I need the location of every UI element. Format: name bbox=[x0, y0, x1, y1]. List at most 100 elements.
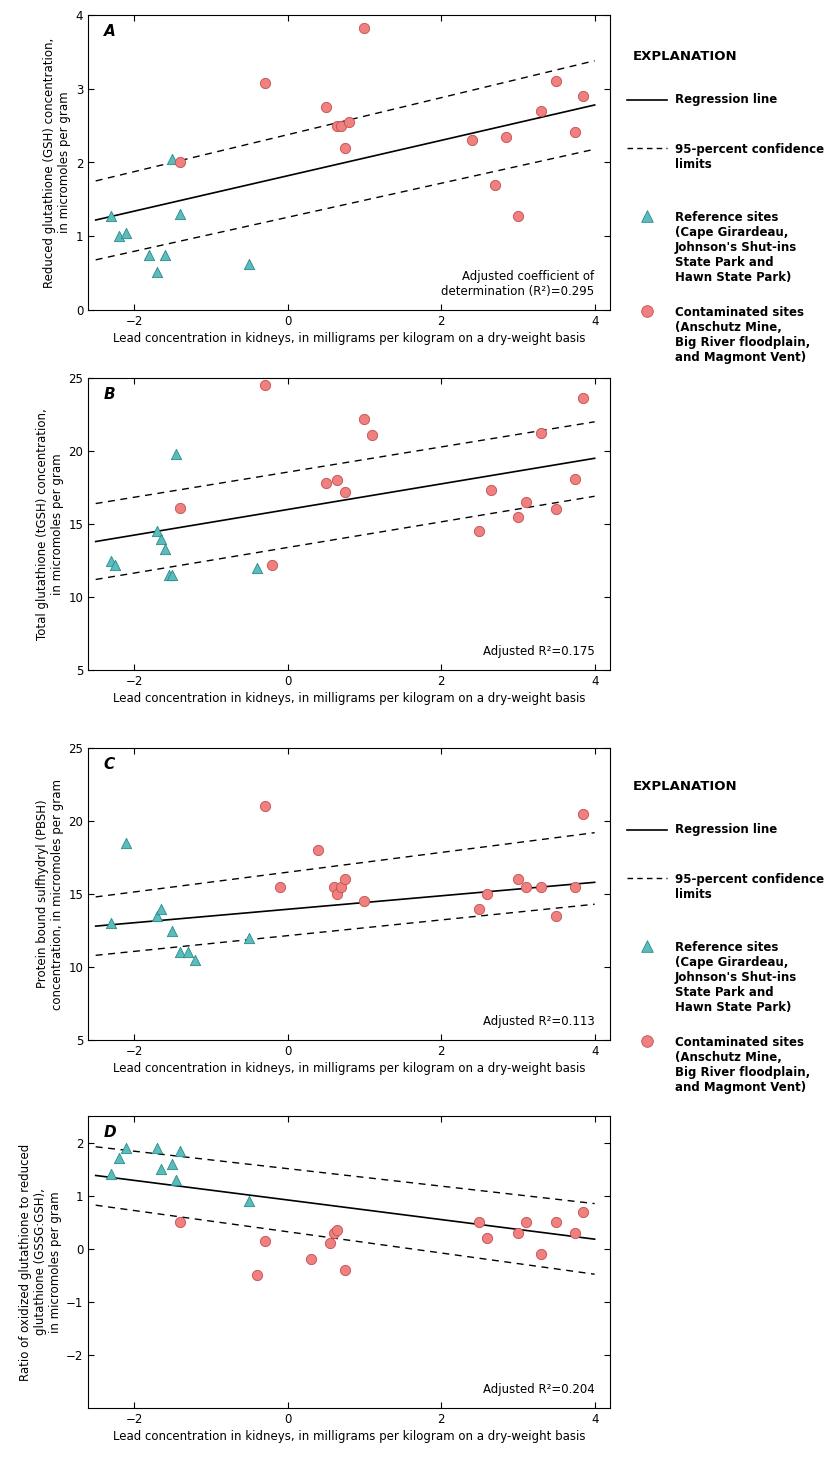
Point bbox=[105, 911, 118, 935]
Text: Adjusted R²=0.113: Adjusted R²=0.113 bbox=[483, 1015, 594, 1028]
Point bbox=[550, 904, 563, 927]
Point bbox=[154, 897, 167, 920]
Text: Adjusted R²=0.175: Adjusted R²=0.175 bbox=[483, 646, 594, 659]
Point bbox=[151, 1136, 164, 1159]
Y-axis label: Total glutathione (tGSH) concentration,
in micromoles per gram: Total glutathione (tGSH) concentration, … bbox=[36, 408, 64, 640]
Point bbox=[473, 1210, 486, 1233]
Point bbox=[105, 1162, 118, 1185]
Point bbox=[577, 85, 590, 108]
Point bbox=[170, 442, 183, 465]
Point bbox=[339, 1258, 352, 1282]
Point bbox=[108, 553, 121, 576]
Point bbox=[473, 897, 486, 920]
Point bbox=[151, 260, 164, 283]
Point bbox=[715, 897, 728, 920]
Point bbox=[166, 919, 179, 942]
Text: Reference sites
(Cape Girardeau,
Johnson's Shut-ins
State Park and
Hawn State Pa: Reference sites (Cape Girardeau, Johnson… bbox=[675, 940, 798, 1013]
Point bbox=[174, 203, 187, 226]
Point bbox=[327, 1222, 340, 1245]
Point bbox=[577, 1200, 590, 1223]
Point bbox=[162, 563, 176, 586]
Point bbox=[577, 802, 590, 825]
Point bbox=[511, 868, 524, 891]
Point bbox=[715, 71, 728, 95]
Point bbox=[158, 537, 171, 560]
Point bbox=[242, 926, 255, 949]
Text: Regression line: Regression line bbox=[675, 824, 777, 837]
X-axis label: Lead concentration in kidneys, in milligrams per kilogram on a dry-weight basis: Lead concentration in kidneys, in millig… bbox=[113, 1061, 585, 1075]
X-axis label: Lead concentration in kidneys, in milligrams per kilogram on a dry-weight basis: Lead concentration in kidneys, in millig… bbox=[113, 332, 585, 346]
X-axis label: Lead concentration in kidneys, in milligrams per kilogram on a dry-weight basis: Lead concentration in kidneys, in millig… bbox=[113, 1430, 585, 1443]
Point bbox=[258, 71, 271, 95]
Point bbox=[480, 1226, 494, 1250]
Text: Adjusted coefficient of
determination (R²)=0.295: Adjusted coefficient of determination (R… bbox=[441, 270, 594, 299]
Point bbox=[105, 548, 118, 572]
Point bbox=[534, 421, 547, 445]
Text: EXPLANATION: EXPLANATION bbox=[633, 50, 737, 63]
Point bbox=[569, 875, 582, 898]
Point bbox=[331, 1219, 344, 1242]
Point bbox=[715, 802, 728, 825]
Point bbox=[119, 222, 133, 245]
X-axis label: Lead concentration in kidneys, in milligrams per kilogram on a dry-weight basis: Lead concentration in kidneys, in millig… bbox=[113, 693, 585, 706]
Point bbox=[331, 468, 344, 491]
Point bbox=[577, 386, 590, 410]
Point bbox=[166, 147, 179, 171]
Text: C: C bbox=[104, 757, 115, 771]
Point bbox=[151, 519, 164, 542]
Point bbox=[250, 555, 264, 579]
Text: D: D bbox=[104, 1124, 116, 1140]
Point bbox=[343, 111, 356, 134]
Point bbox=[715, 166, 728, 190]
Point bbox=[181, 940, 194, 964]
Point bbox=[242, 1190, 255, 1213]
Point bbox=[519, 875, 532, 898]
Y-axis label: Reduced glutathione (GSH) concentration,
in micromoles per gram: Reduced glutathione (GSH) concentration,… bbox=[44, 38, 72, 287]
Point bbox=[519, 1210, 532, 1233]
Point bbox=[358, 16, 371, 39]
Point bbox=[489, 174, 502, 197]
Point bbox=[174, 1210, 187, 1233]
Point bbox=[158, 243, 171, 267]
Point bbox=[105, 204, 118, 227]
Point bbox=[569, 467, 582, 490]
Y-axis label: Protein bound sulfhydryl (PBSH)
concentration, in micromoles per gram: Protein bound sulfhydryl (PBSH) concentr… bbox=[36, 779, 64, 1009]
Point bbox=[166, 1152, 179, 1175]
Point bbox=[258, 373, 271, 397]
Text: EXPLANATION: EXPLANATION bbox=[633, 780, 737, 793]
Point bbox=[154, 1158, 167, 1181]
Point bbox=[250, 1264, 264, 1287]
Point bbox=[166, 563, 179, 586]
Point bbox=[511, 504, 524, 528]
Text: B: B bbox=[104, 386, 115, 402]
Point bbox=[339, 480, 352, 503]
Point bbox=[320, 96, 333, 120]
Text: Contaminated sites
(Anschutz Mine,
Big River floodplain,
and Magmont Vent): Contaminated sites (Anschutz Mine, Big R… bbox=[675, 1037, 810, 1094]
Point bbox=[466, 128, 479, 152]
Point bbox=[335, 114, 348, 137]
Point bbox=[143, 243, 156, 267]
Point bbox=[151, 904, 164, 927]
Text: A: A bbox=[104, 23, 115, 39]
Point bbox=[242, 252, 255, 276]
Point bbox=[335, 875, 348, 898]
Point bbox=[358, 407, 371, 430]
Point bbox=[112, 225, 125, 248]
Point bbox=[311, 838, 325, 862]
Y-axis label: Ratio of oxidized glutathione to reduced
glutathione (GSSG:GSH),
in micromoles p: Ratio of oxidized glutathione to reduced… bbox=[19, 1143, 62, 1381]
Point bbox=[320, 471, 333, 494]
Text: Adjusted R²=0.204: Adjusted R²=0.204 bbox=[483, 1384, 594, 1397]
Point bbox=[339, 136, 352, 159]
Point bbox=[274, 875, 287, 898]
Point bbox=[174, 496, 187, 519]
Point bbox=[569, 120, 582, 143]
Text: 95-percent confidence
limits: 95-percent confidence limits bbox=[675, 143, 824, 171]
Text: Contaminated sites
(Anschutz Mine,
Big River floodplain,
and Magmont Vent): Contaminated sites (Anschutz Mine, Big R… bbox=[675, 306, 810, 364]
Point bbox=[511, 1222, 524, 1245]
Point bbox=[174, 1139, 187, 1162]
Point bbox=[331, 882, 344, 905]
Point bbox=[485, 478, 498, 502]
Point bbox=[550, 70, 563, 93]
Point bbox=[189, 948, 202, 971]
Point bbox=[174, 150, 187, 174]
